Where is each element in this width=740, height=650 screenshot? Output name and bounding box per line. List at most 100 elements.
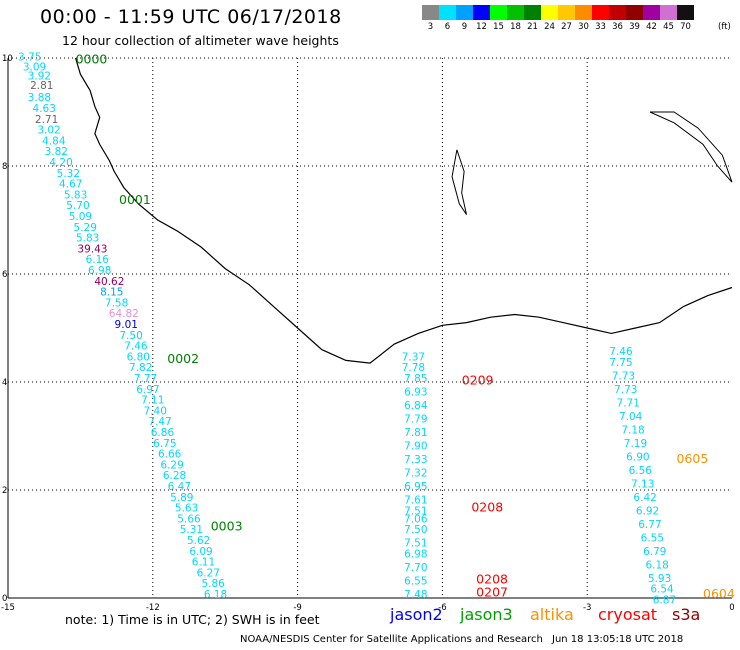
wave-height-value: 6.55 <box>641 532 664 544</box>
track-time-label: 0003 <box>211 519 243 534</box>
wave-height-value: 8.15 <box>100 287 123 299</box>
wave-height-value: 7.19 <box>624 438 647 450</box>
wave-height-value: 5.93 <box>648 573 671 585</box>
track-time-label: 0209 <box>462 373 494 388</box>
wave-height-value: 3.88 <box>28 92 51 104</box>
colorbar-swatch: 42 <box>643 5 660 32</box>
wave-height-value: 7.50 <box>119 330 142 342</box>
colorbar-label: 30 <box>578 22 589 32</box>
colorbar-swatch: 39 <box>626 5 643 32</box>
colorbar-label: 18 <box>510 22 521 32</box>
colorbar-swatch: 36 <box>609 5 626 32</box>
colorbar-label: 42 <box>646 22 657 32</box>
wave-height-value: 6.98 <box>404 549 427 561</box>
wave-height-value: 5.09 <box>69 211 92 223</box>
wave-height-value: 39.43 <box>77 243 107 255</box>
colorbar-label: 6 <box>444 22 451 32</box>
colorbar-label: 12 <box>476 22 487 32</box>
map-subtitle: 12 hour collection of altimeter wave hei… <box>62 33 339 48</box>
y-tick-label: 6 <box>2 270 7 280</box>
wave-height-value: 7.47 <box>148 416 171 428</box>
colorbar-swatch: 45 <box>660 5 677 32</box>
colorbar-swatch: 24 <box>541 5 558 32</box>
wave-height-value: 6.66 <box>158 449 182 461</box>
wave-height-value: 6.90 <box>626 451 649 463</box>
track-time-label: 0207 <box>476 584 508 599</box>
wave-height-value: 7.46 <box>609 346 633 358</box>
y-tick-label: 4 <box>2 378 7 388</box>
wave-height-value: 7.18 <box>621 424 644 436</box>
credit-text: NOAA/NESDIS Center for Satellite Applica… <box>240 634 543 645</box>
wave-height-value: 7.73 <box>614 384 637 396</box>
wave-height-value: 7.48 <box>404 589 427 601</box>
wave-height-value: 6.80 <box>127 351 150 363</box>
y-tick-label: 10 <box>2 54 13 64</box>
wave-height-value: 6.79 <box>643 546 666 558</box>
track-time-label: 0605 <box>676 451 708 466</box>
wave-height-value: 6.86 <box>151 427 175 439</box>
kossou-lake-outline <box>451 149 468 215</box>
wave-height-value: 6.75 <box>153 438 176 450</box>
satellite-legend-jason3: jason3 <box>460 605 513 624</box>
colorbar-label: 9 <box>461 22 468 32</box>
colorbar-label: 45 <box>663 22 674 32</box>
x-tick-label: -9 <box>293 603 301 613</box>
colorbar-swatch: 33 <box>592 5 609 32</box>
satellite-legend-cryosat: cryosat <box>598 605 658 624</box>
colorbar-label: 3 <box>427 22 434 32</box>
wave-height-value: 7.78 <box>402 362 425 374</box>
satellite-legend-altika: altika <box>530 605 574 624</box>
wave-height-value: 6.18 <box>645 559 668 571</box>
colorbar-swatch: 30 <box>575 5 592 32</box>
wave-height-value: 6.28 <box>163 470 186 482</box>
wave-height-value: 3.75 <box>18 52 41 64</box>
wave-height-value: 7.77 <box>134 373 157 385</box>
wave-height-value: 7.81 <box>404 427 427 439</box>
wave-height-value: 6.98 <box>88 265 111 277</box>
colorbar-swatch: 12 <box>473 5 490 32</box>
colorbar-label: 15 <box>493 22 504 32</box>
wave-height-value: 5.31 <box>180 524 203 536</box>
wave-height-value: 6.09 <box>189 546 212 558</box>
wave-height-value: 7.40 <box>144 405 167 417</box>
wave-height-value: 5.66 <box>177 513 201 525</box>
colorbar-swatch: 6 <box>439 5 456 32</box>
track-time-label: 0208 <box>476 571 508 586</box>
wave-height-value: 6.95 <box>404 481 427 493</box>
colorbar-label: 24 <box>544 22 555 32</box>
wave-height-value: 5.83 <box>76 233 99 245</box>
wave-height-value: 7.46 <box>124 341 148 353</box>
wave-height-value: 5.83 <box>64 189 87 201</box>
wave-height-value: 6.87 <box>653 594 676 606</box>
track-time-label: 0001 <box>119 192 151 207</box>
wave-height-value: 6.18 <box>204 589 227 601</box>
wave-height-value: 6.27 <box>197 567 220 579</box>
generated-timestamp: Jun 18 13:05:18 UTC 2018 <box>552 634 684 645</box>
wave-height-value: 7.04 <box>619 411 643 423</box>
wave-height-value: 4.67 <box>59 179 82 191</box>
wave-height-value: 2.71 <box>35 114 58 126</box>
wave-height-value: 5.89 <box>170 492 193 504</box>
track-time-label: 0000 <box>76 51 108 66</box>
colorbar-label: 27 <box>561 22 572 32</box>
wave-height-value: 6.97 <box>136 384 159 396</box>
x-tick-label: -6 <box>438 603 446 613</box>
wave-height-value: 5.32 <box>57 168 80 180</box>
wave-height-value: 6.29 <box>160 459 183 471</box>
colorbar-swatch: 9 <box>456 5 473 32</box>
wave-height-value: 7.79 <box>404 414 427 426</box>
colorbar-swatch: 15 <box>490 5 507 32</box>
wave-height-value: 64.82 <box>109 308 139 320</box>
wave-height-value: 7.51 <box>404 538 427 550</box>
wave-height-value: 3.92 <box>28 71 51 83</box>
wave-height-value: 7.58 <box>105 297 128 309</box>
wave-height-value: 7.37 <box>402 351 425 363</box>
wave-height-value: 7.85 <box>404 373 427 385</box>
wave-height-value: 7.13 <box>631 478 654 490</box>
colorbar-swatch: 18 <box>507 5 524 32</box>
wave-height-value: 6.42 <box>633 492 656 504</box>
wave-height-value: 5.70 <box>66 200 89 212</box>
wave-height-value: 7.61 <box>404 495 427 507</box>
wave-height-value: 5.29 <box>74 222 97 234</box>
wave-height-value: 5.63 <box>175 503 198 515</box>
